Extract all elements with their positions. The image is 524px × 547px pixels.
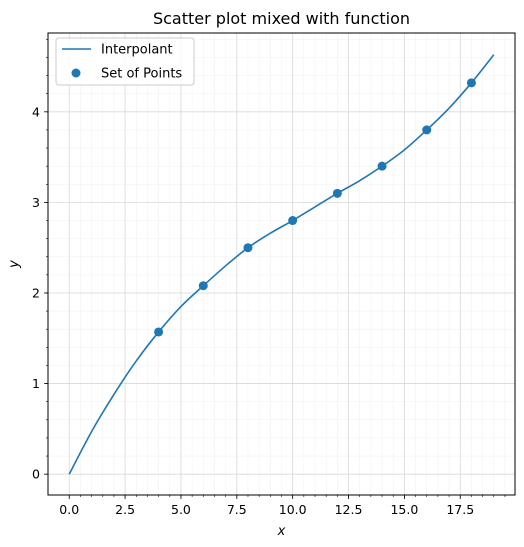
scatter-point bbox=[332, 188, 342, 198]
scatter-point bbox=[154, 327, 164, 337]
minor-grid bbox=[48, 33, 515, 495]
legend-marker-swatch bbox=[71, 68, 81, 78]
x-tick-label: 2.5 bbox=[115, 502, 135, 517]
x-tick-label: 17.5 bbox=[446, 502, 474, 517]
x-tick-label: 12.5 bbox=[335, 502, 363, 517]
y-tick-label: 3 bbox=[32, 195, 40, 210]
scatter-point bbox=[243, 243, 253, 253]
y-tick-label: 2 bbox=[32, 285, 40, 300]
y-axis-title: y bbox=[7, 260, 22, 269]
axis-ticks: 0.0 2.5 5.0 7.5 10.0 12.5 15.0 17.5 0 1 2 3 4 bbox=[32, 39, 506, 517]
x-tick-label: 7.5 bbox=[227, 502, 247, 517]
x-tick-label: 15.0 bbox=[390, 502, 418, 517]
x-tick-label: 10.0 bbox=[279, 502, 307, 517]
chart-title: Scatter plot mixed with function bbox=[153, 9, 410, 28]
scatter-point bbox=[198, 281, 208, 291]
scatter-point bbox=[377, 161, 387, 171]
major-grid bbox=[48, 33, 515, 495]
scatter-point bbox=[288, 216, 298, 226]
y-tick-label: 4 bbox=[32, 104, 40, 119]
series-layer bbox=[68, 54, 495, 475]
x-tick-label: 0.0 bbox=[59, 502, 79, 517]
x-axis-title: x bbox=[277, 524, 286, 539]
y-tick-label: 1 bbox=[32, 376, 40, 391]
y-tick-label: 0 bbox=[32, 467, 40, 482]
legend: Interpolant Set of Points bbox=[55, 37, 195, 86]
scatter-point bbox=[466, 78, 476, 88]
legend-label-points: Set of Points bbox=[101, 67, 182, 82]
legend-label-interpolant: Interpolant bbox=[101, 43, 173, 58]
scatter-point bbox=[422, 125, 432, 135]
x-tick-label: 5.0 bbox=[171, 502, 191, 517]
